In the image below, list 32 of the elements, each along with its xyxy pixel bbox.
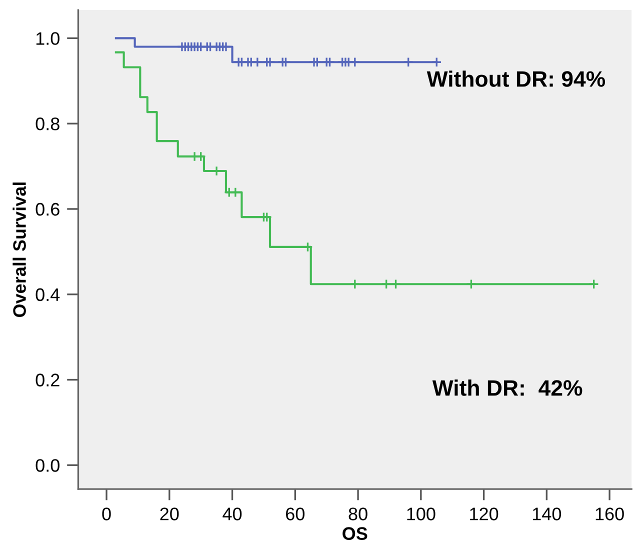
y-tick-label: 0.2 xyxy=(36,374,60,386)
point xyxy=(350,278,360,290)
y-tick-label: 0.0 xyxy=(36,459,60,472)
point xyxy=(264,56,276,68)
x-tick-label: 120 xyxy=(470,508,498,520)
point xyxy=(252,56,263,68)
point xyxy=(431,56,442,68)
y-axis-title: Overall Survival xyxy=(12,182,26,318)
y-tick-label: 1.0 xyxy=(36,32,60,45)
x-tick-label: 60 xyxy=(286,508,304,520)
x-tick-label: 40 xyxy=(222,508,242,520)
annotation: Without DR: 94% xyxy=(426,70,606,87)
point xyxy=(403,56,414,68)
x-axis-title: OS xyxy=(342,527,368,540)
point xyxy=(324,56,335,68)
x-tick-label: 20 xyxy=(160,508,179,520)
annotation: With DR: 42% xyxy=(432,380,582,396)
point xyxy=(390,278,401,290)
x-tick-label: 80 xyxy=(348,508,368,520)
y-tick-label: 0.8 xyxy=(36,118,60,130)
x-tick-label: 0 xyxy=(102,508,111,520)
point xyxy=(466,278,476,290)
point xyxy=(230,187,241,198)
point xyxy=(350,56,360,68)
x-tick-label: 160 xyxy=(596,508,624,520)
x-tick-label: 100 xyxy=(407,508,436,520)
point xyxy=(220,42,232,52)
x-tick-label: 140 xyxy=(532,508,562,520)
y-tick-label: 0.6 xyxy=(36,202,60,216)
point xyxy=(588,278,600,290)
point xyxy=(381,278,392,290)
y-tick-label: 0.4 xyxy=(36,288,60,302)
